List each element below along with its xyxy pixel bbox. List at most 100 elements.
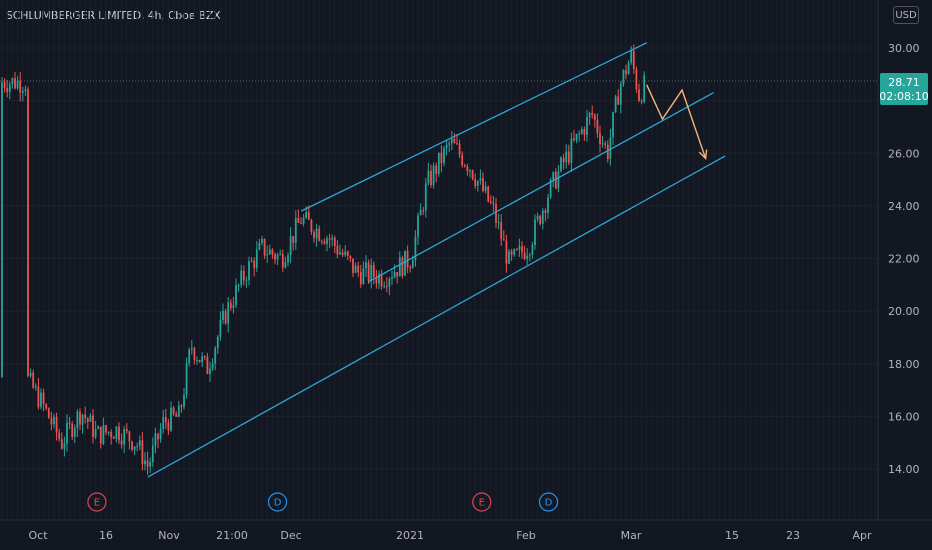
price-tick-label: 24.00: [888, 200, 920, 213]
dividend-event-marker[interactable]: D: [267, 492, 288, 512]
currency-button[interactable]: USD: [893, 6, 919, 24]
candle-body: [159, 429, 162, 440]
candle-body: [6, 88, 9, 92]
price-tag-box: [880, 73, 928, 105]
candle-body: [414, 236, 417, 261]
projection-arrow[interactable]: [646, 84, 708, 161]
time-tick-label: Feb: [516, 529, 535, 542]
candle-body: [188, 349, 191, 364]
candle-body: [258, 243, 261, 250]
channel-line-middle[interactable]: [367, 92, 714, 283]
candle-body: [437, 152, 440, 174]
candle-body: [448, 143, 451, 145]
candle-body: [32, 372, 35, 388]
candle-body: [40, 392, 42, 408]
candle-body: [261, 238, 263, 244]
candle-body: [336, 245, 339, 255]
candle-body: [476, 180, 479, 186]
candle-body: [370, 264, 373, 281]
candle-body: [333, 237, 336, 246]
candle-body: [541, 210, 544, 224]
candle-body: [372, 264, 375, 278]
candle-body: [131, 441, 133, 450]
candle-body: [630, 50, 633, 63]
dividend-event-marker[interactable]: D: [538, 492, 559, 512]
candle-body: [144, 460, 146, 465]
time-tick-label: 2021: [396, 529, 424, 542]
candle-body: [242, 270, 245, 281]
candle-body: [409, 267, 412, 269]
candle-body: [562, 157, 565, 163]
candle-body: [489, 201, 492, 203]
candle-body: [120, 440, 123, 445]
candle-body: [396, 271, 399, 277]
candle-body: [305, 211, 308, 218]
price-axis[interactable]: 14.0016.0018.0020.0022.0024.0026.0028.00…: [888, 42, 920, 476]
candle-body: [635, 68, 638, 90]
candle-body: [640, 100, 643, 102]
candle-body: [424, 183, 427, 211]
candle-body: [422, 209, 425, 211]
candle-body: [21, 90, 24, 93]
candle-body: [567, 151, 570, 163]
candle-body: [544, 210, 547, 213]
candle-body: [518, 246, 521, 250]
candle-body: [557, 171, 560, 189]
horizontal-grid: [0, 47, 878, 470]
candle-body: [526, 255, 529, 259]
candle-body: [73, 428, 76, 437]
candle-body: [42, 392, 45, 405]
candle-body: [622, 70, 625, 84]
candle-body: [627, 62, 630, 75]
candle-body: [66, 422, 68, 444]
candle-body: [123, 429, 126, 445]
time-tick-label: Mar: [621, 529, 642, 542]
candle-body: [586, 116, 588, 135]
event-circle: [472, 492, 492, 512]
candle-body: [19, 80, 22, 93]
candle-body: [102, 425, 105, 444]
earnings-event-marker[interactable]: E: [472, 492, 492, 512]
channel-line-lower[interactable]: [147, 155, 726, 478]
candle-body: [344, 251, 347, 255]
candle-body: [341, 252, 344, 255]
candle-body: [471, 170, 474, 180]
candle-body: [617, 96, 620, 105]
projection-arrowhead[interactable]: [698, 149, 708, 161]
price-tag: 28.71 02:08:10: [879, 73, 929, 105]
candle-body: [307, 211, 310, 220]
candle-body: [591, 112, 594, 115]
candle-body: [593, 114, 596, 120]
candle-body: [185, 363, 188, 395]
event-circle: [538, 492, 559, 512]
candle-body: [604, 143, 607, 145]
channel-line-upper[interactable]: [300, 42, 647, 212]
candle-body: [92, 415, 94, 438]
candle-body: [1, 82, 3, 377]
earnings-event-marker[interactable]: E: [87, 492, 107, 512]
channel-lines[interactable]: [147, 42, 726, 478]
candle-body: [97, 426, 100, 430]
candle-body: [263, 238, 266, 256]
candle-body: [495, 204, 497, 223]
candle-body: [235, 285, 237, 306]
candle-body: [401, 257, 404, 276]
candle-body: [313, 231, 315, 239]
time-tick-label: Oct: [28, 529, 48, 542]
projection-path[interactable]: [646, 84, 707, 159]
candle-body: [349, 255, 352, 259]
candle-body: [461, 154, 464, 166]
time-tick-label: Nov: [158, 529, 180, 542]
candle-body: [411, 260, 414, 269]
price-tick-label: 18.00: [888, 358, 920, 371]
candle-body: [157, 433, 159, 440]
candle-body: [580, 129, 583, 134]
candle-body: [177, 405, 180, 417]
candle-body: [206, 356, 209, 374]
time-axis[interactable]: Oct 16 Nov 21:00 Dec 2021 Feb Mar 15 23 Apr: [28, 529, 872, 542]
candle-body: [284, 262, 287, 268]
candle-body: [209, 368, 211, 374]
candle-body: [175, 414, 178, 417]
